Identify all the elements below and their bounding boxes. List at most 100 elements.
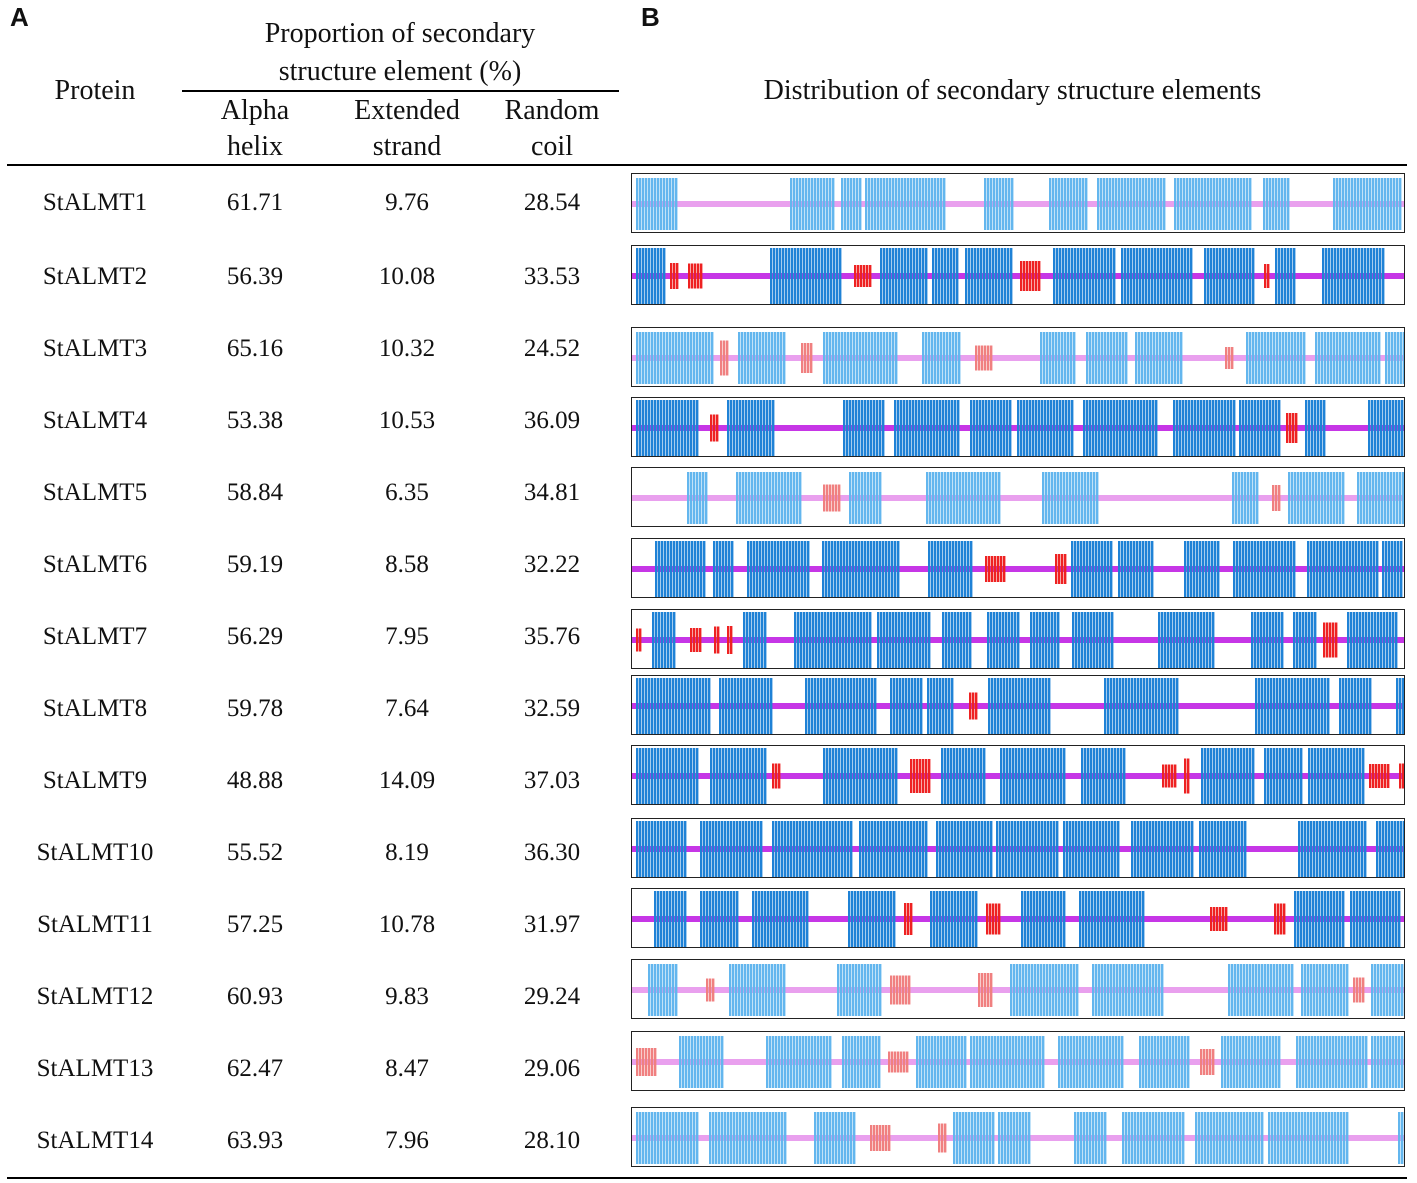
helix-bar bbox=[1086, 332, 1089, 384]
helix-bar bbox=[1297, 678, 1300, 734]
helix-bar bbox=[776, 248, 779, 304]
helix-bar bbox=[670, 612, 673, 668]
helix-bar bbox=[1321, 891, 1324, 947]
helix-bar bbox=[802, 178, 805, 230]
random-coil-value: 29.24 bbox=[523, 983, 581, 1010]
helix-bar bbox=[1140, 1112, 1143, 1164]
helix-bar bbox=[1148, 1036, 1151, 1088]
helix-bar bbox=[888, 541, 891, 597]
protein-name: StALMT9 bbox=[42, 767, 148, 794]
alpha-helix-value: 59.19 bbox=[226, 551, 284, 578]
strand-bar bbox=[636, 1048, 639, 1076]
helix-bar bbox=[1246, 332, 1249, 384]
helix-bar bbox=[1153, 332, 1156, 384]
helix-bar bbox=[778, 821, 781, 877]
helix-bar bbox=[1118, 891, 1121, 947]
helix-bar bbox=[945, 400, 948, 456]
helix-bar bbox=[709, 891, 712, 947]
helix-bar bbox=[736, 821, 739, 877]
strand-bar bbox=[990, 973, 993, 1007]
helix-bar bbox=[1036, 612, 1039, 668]
strand-bar bbox=[832, 484, 835, 512]
helix-bar bbox=[847, 1112, 850, 1164]
helix-bar bbox=[1278, 178, 1281, 230]
helix-bar bbox=[811, 821, 814, 877]
helix-bar bbox=[941, 748, 944, 804]
helix-bar bbox=[1235, 472, 1238, 524]
helix-bar bbox=[1111, 821, 1114, 877]
helix-bar bbox=[856, 678, 859, 734]
helix-bar bbox=[1067, 332, 1070, 384]
helix-bar bbox=[1142, 248, 1145, 304]
helix-bar bbox=[1109, 178, 1112, 230]
strand-bar bbox=[1184, 758, 1187, 794]
strand-bar bbox=[984, 345, 987, 371]
helix-bar bbox=[1082, 1036, 1085, 1088]
helix-bar bbox=[1097, 1036, 1100, 1088]
helix-bar bbox=[783, 964, 786, 1016]
helix-bar bbox=[1154, 248, 1157, 304]
helix-bar bbox=[1107, 248, 1110, 304]
helix-bar bbox=[1304, 821, 1307, 877]
helix-bar bbox=[988, 400, 991, 456]
helix-bar bbox=[663, 178, 666, 230]
helix-bar bbox=[1112, 178, 1115, 230]
helix-bar bbox=[899, 678, 902, 734]
helix-bar bbox=[1397, 332, 1400, 384]
strand-bar bbox=[879, 1125, 882, 1151]
helix-bar bbox=[1257, 541, 1260, 597]
helix-bar bbox=[1401, 1112, 1404, 1164]
helix-bar bbox=[895, 821, 898, 877]
helix-bar bbox=[1070, 1036, 1073, 1088]
helix-bar bbox=[1251, 400, 1254, 456]
helix-bar bbox=[1083, 1112, 1086, 1164]
helix-bar bbox=[696, 1112, 699, 1164]
helix-bar bbox=[654, 748, 657, 804]
helix-bar bbox=[1049, 332, 1052, 384]
helix-bar bbox=[1110, 541, 1113, 597]
helix-bar bbox=[1170, 612, 1173, 668]
helix-bar bbox=[864, 400, 867, 456]
helix-bar bbox=[971, 472, 974, 524]
helix-bar bbox=[822, 541, 825, 597]
helix-bar bbox=[1057, 748, 1060, 804]
helix-bar bbox=[773, 248, 776, 304]
helix-bar bbox=[636, 821, 639, 877]
helix-bar bbox=[812, 248, 815, 304]
helix-bar bbox=[1273, 748, 1276, 804]
helix-bar bbox=[1077, 541, 1080, 597]
helix-bar bbox=[672, 678, 675, 734]
helix-bar bbox=[758, 678, 761, 734]
helix-bar bbox=[1206, 400, 1209, 456]
helix-bar bbox=[972, 821, 975, 877]
helix-bar bbox=[1124, 248, 1127, 304]
helix-bar bbox=[857, 612, 860, 668]
helix-bar bbox=[1111, 612, 1114, 668]
helix-bar bbox=[1099, 821, 1102, 877]
helix-bar bbox=[1404, 964, 1405, 1016]
helix-bar bbox=[910, 612, 913, 668]
helix-bar bbox=[1342, 332, 1345, 384]
helix-bar bbox=[1201, 178, 1204, 230]
helix-bar bbox=[1331, 248, 1334, 304]
helix-bar bbox=[893, 678, 896, 734]
strand-bar bbox=[969, 692, 972, 720]
helix-bar bbox=[798, 541, 801, 597]
helix-bar bbox=[1314, 748, 1317, 804]
helix-bar bbox=[794, 891, 797, 947]
helix-bar bbox=[708, 678, 711, 734]
helix-bar bbox=[1278, 612, 1281, 668]
helix-bar bbox=[830, 612, 833, 668]
helix-bar bbox=[657, 178, 660, 230]
helix-bar bbox=[1261, 1112, 1264, 1164]
helix-bar bbox=[922, 1036, 925, 1088]
helix-bar bbox=[1207, 1112, 1210, 1164]
helix-bar bbox=[1334, 821, 1337, 877]
strand-bar bbox=[1038, 261, 1041, 291]
helix-bar bbox=[978, 821, 981, 877]
helix-bar bbox=[1108, 748, 1111, 804]
helix-bar bbox=[826, 1036, 829, 1088]
helix-bar bbox=[1227, 400, 1230, 456]
helix-bar bbox=[932, 472, 935, 524]
helix-bar bbox=[1233, 1036, 1236, 1088]
